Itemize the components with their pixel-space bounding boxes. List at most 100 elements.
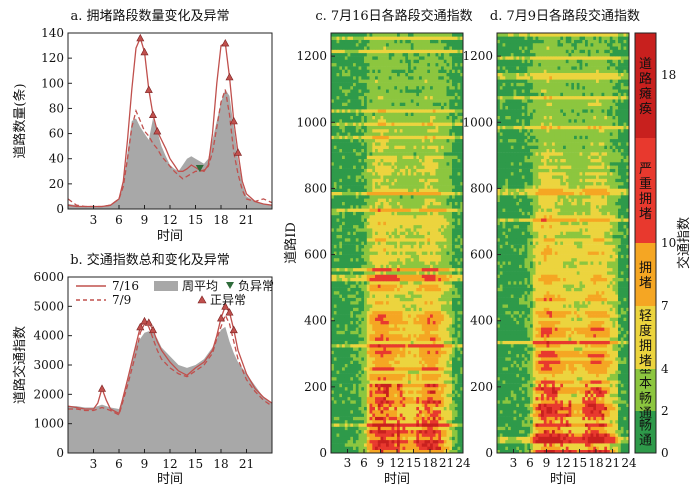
heatmap-cell	[355, 396, 359, 401]
heatmap-cell	[460, 158, 464, 163]
heatmap-cell	[441, 195, 445, 199]
heatmap-cell	[441, 380, 445, 384]
heatmap-cell	[361, 416, 365, 421]
heatmap-cell	[353, 234, 357, 239]
heatmap-cell	[454, 181, 458, 186]
heatmap-cell	[394, 221, 398, 226]
heatmap-cell	[457, 320, 461, 325]
heatmap-cell	[355, 300, 359, 305]
heatmap-cell	[460, 353, 464, 358]
heatmap-cell	[419, 439, 423, 444]
heatmap-cell	[331, 162, 335, 166]
heatmap-cell	[380, 254, 384, 259]
heatmap-cell	[377, 436, 381, 441]
heatmap-cell	[333, 201, 337, 206]
heatmap-cell	[366, 185, 370, 189]
heatmap-cell	[460, 162, 464, 166]
heatmap-cell	[424, 416, 428, 421]
heatmap-cell	[369, 211, 373, 216]
heatmap-cell	[405, 436, 409, 441]
heatmap-cell	[394, 337, 398, 341]
heatmap-cell	[391, 257, 395, 262]
heatmap-cell	[333, 330, 337, 335]
heatmap-cell	[454, 347, 458, 351]
heatmap-cell	[383, 376, 387, 381]
heatmap-cell	[441, 191, 445, 196]
heatmap-cell	[339, 178, 343, 183]
heatmap-cell	[344, 162, 348, 166]
heatmap-cell	[394, 406, 398, 411]
heatmap-cell	[358, 350, 362, 355]
heatmap-cell	[383, 261, 387, 265]
heatmap-cell	[361, 251, 365, 255]
heatmap-cell	[454, 148, 458, 153]
heatmap-cell	[460, 251, 464, 255]
heatmap-cell	[454, 297, 458, 302]
heatmap-cell	[380, 148, 384, 153]
heatmap-cell	[399, 446, 403, 450]
heatmap-cell	[432, 386, 436, 391]
heatmap-cell	[331, 175, 335, 179]
heatmap-cell	[441, 357, 445, 361]
heatmap-cell	[449, 376, 453, 381]
heatmap-cell	[435, 446, 439, 450]
heatmap-cell	[380, 145, 384, 149]
heatmap-cell	[347, 449, 351, 454]
heatmap-cell	[410, 267, 414, 272]
heatmap-cell	[353, 264, 357, 269]
heatmap-cell	[383, 340, 387, 345]
heatmap-cell	[366, 353, 370, 358]
heatmap-cell	[344, 195, 348, 199]
heatmap-cell	[353, 436, 357, 441]
heatmap-cell	[457, 300, 461, 305]
heatmap-cell	[454, 271, 458, 275]
heatmap-cell	[424, 221, 428, 226]
heatmap-cell	[405, 224, 409, 229]
heatmap-cell	[342, 330, 346, 335]
heatmap-cell	[399, 383, 403, 388]
heatmap-cell	[432, 162, 436, 166]
heatmap-cell	[342, 162, 346, 166]
heatmap-cell	[347, 158, 351, 163]
heatmap-cell	[364, 337, 368, 341]
heatmap-cell	[333, 198, 337, 202]
heatmap-cell	[364, 383, 368, 388]
heatmap-cell	[424, 310, 428, 315]
heatmap-cell	[460, 224, 464, 229]
heatmap-cell	[435, 439, 439, 444]
heatmap-cell	[386, 171, 390, 176]
heatmap-cell	[424, 132, 428, 136]
heatmap-cell	[416, 324, 420, 328]
heatmap-cell	[432, 403, 436, 407]
heatmap-cell	[449, 360, 453, 364]
heatmap-cell	[380, 363, 384, 368]
heatmap-cell	[342, 294, 346, 298]
heatmap-cell	[344, 310, 348, 315]
heatmap-cell	[402, 333, 406, 338]
heatmap-cell	[427, 314, 431, 318]
heatmap-cell	[443, 168, 447, 173]
heatmap-cell	[421, 403, 425, 407]
heatmap-cell	[366, 128, 370, 133]
heatmap-cell	[339, 287, 343, 292]
heatmap-cell	[361, 171, 365, 176]
heatmap-cell	[421, 343, 425, 348]
heatmap-cell	[369, 251, 373, 255]
heatmap-cell	[358, 386, 362, 391]
heatmap-cell	[441, 324, 445, 328]
heatmap-cell	[446, 264, 450, 269]
heatmap-cell	[421, 363, 425, 368]
heatmap-cell	[399, 171, 403, 176]
heatmap-cell	[454, 363, 458, 368]
x-tick-label: 3	[90, 213, 98, 227]
heatmap-cell	[457, 367, 461, 371]
heatmap-cell	[441, 218, 445, 222]
heatmap-cell	[355, 314, 359, 318]
heatmap-cell	[355, 185, 359, 189]
heatmap-cell	[399, 168, 403, 173]
heatmap-cell	[430, 291, 434, 295]
heatmap-cell	[372, 353, 376, 358]
heatmap-cell	[421, 419, 425, 424]
heatmap-cell	[427, 330, 431, 335]
heatmap-cell	[405, 327, 409, 331]
